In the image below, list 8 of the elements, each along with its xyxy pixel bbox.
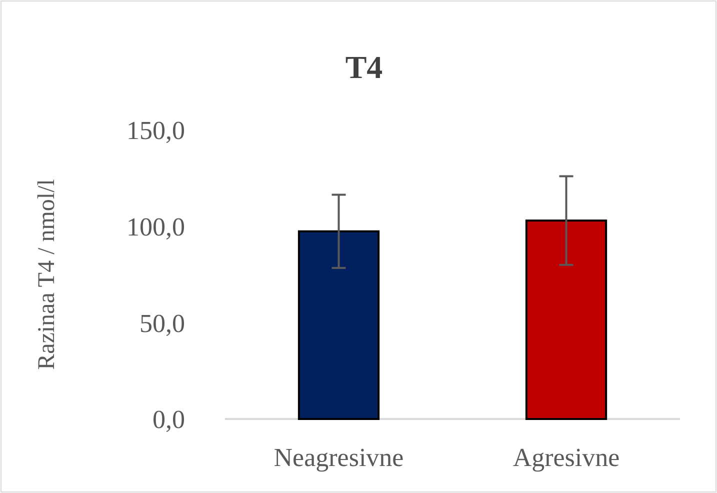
y-tick-label: 150,0 xyxy=(126,116,185,146)
x-tick-label: Agresivne xyxy=(512,443,620,472)
y-tick-label: 100,0 xyxy=(126,212,185,242)
chart-title: T4 xyxy=(345,49,383,85)
y-tick-label: 50,0 xyxy=(140,308,185,338)
y-tick-label: 0,0 xyxy=(152,405,185,434)
y-axis-title: Razinaa T4 / nmol/l xyxy=(34,178,60,370)
x-tick-label: Neagresivne xyxy=(274,443,404,472)
